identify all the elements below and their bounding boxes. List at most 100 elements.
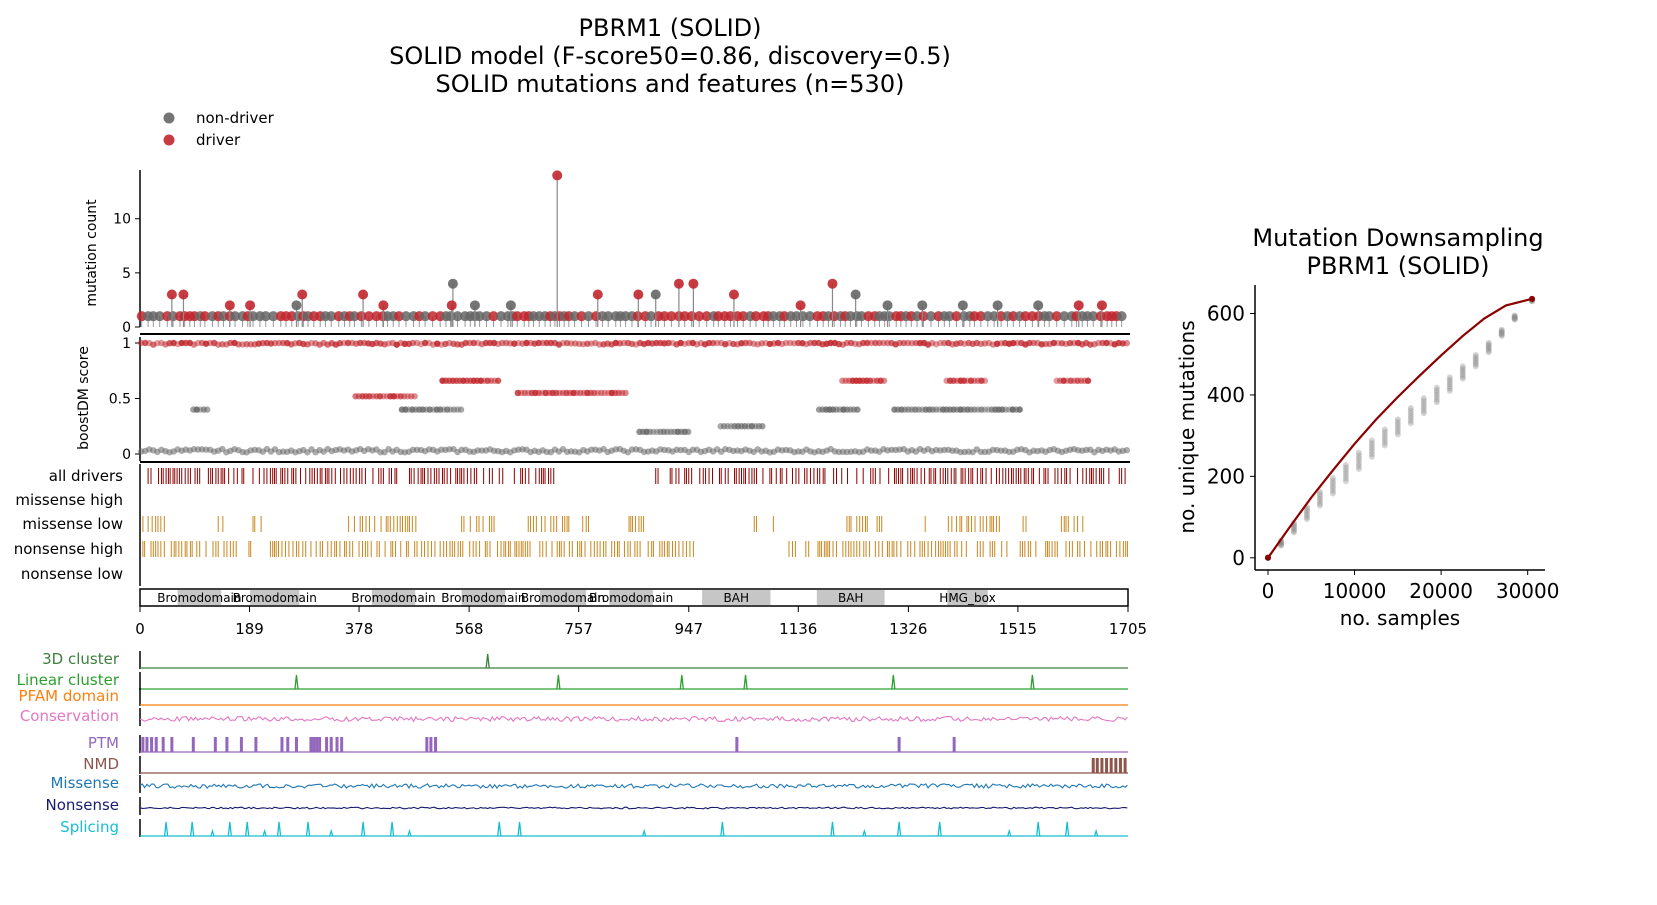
- boostdm-point: [170, 339, 177, 347]
- lollipop-marker: [673, 278, 684, 289]
- lollipop-marker: [326, 311, 337, 322]
- lollipop-marker: [701, 311, 712, 322]
- consequence-tracks: all drivers missense high missense low nons…: [14, 464, 1128, 586]
- boostdm-point: [142, 339, 149, 347]
- downsampling-sample-point: [1368, 437, 1375, 444]
- lollipop-ylabel: mutation count: [84, 199, 100, 307]
- boostdm-point: [978, 406, 985, 413]
- lollipop-marker: [750, 311, 761, 322]
- boostdm-point: [514, 389, 522, 397]
- downsampling-sample-point: [1498, 328, 1505, 335]
- lollipop-marker: [446, 300, 457, 311]
- lollipop-marker: [154, 311, 165, 322]
- downsampling-sample-point: [1433, 396, 1440, 403]
- lollipop-marker: [552, 170, 563, 181]
- boostdm-point: [409, 339, 417, 347]
- boostdm-point: [193, 406, 200, 413]
- lollipop-marker: [358, 289, 369, 300]
- legend-non-driver-marker: [163, 112, 175, 124]
- lollipop-marker: [804, 311, 815, 322]
- downsampling-sample-point: [1420, 402, 1427, 409]
- feature-bar: [335, 737, 339, 752]
- downsampling-sample-point: [1316, 491, 1323, 498]
- downsampling-sample-point: [1433, 384, 1440, 391]
- feature-bar: [1123, 758, 1127, 773]
- downsampling-sample-point: [1355, 457, 1362, 464]
- lollipop-marker: [666, 311, 677, 322]
- lollipop-marker: [427, 311, 438, 322]
- downsampling-sample-point: [1394, 421, 1401, 428]
- lollipop-marker: [166, 289, 177, 300]
- downsampling-title-2: PBRM1 (SOLID): [1307, 252, 1490, 280]
- downsampling-sample-point: [1472, 352, 1479, 359]
- feature-spike: [294, 674, 299, 690]
- lollipop-marker: [659, 311, 670, 322]
- downsampling-sample-point: [1459, 363, 1466, 370]
- boostdm-point: [928, 339, 936, 347]
- lollipop-marker: [447, 278, 458, 289]
- lollipop-marker: [260, 311, 271, 322]
- feature-track-label: PFAM domain: [19, 687, 119, 705]
- boostdm-point: [494, 377, 502, 384]
- feature-spike: [245, 821, 250, 837]
- downsampling-sample-point: [1342, 467, 1349, 474]
- downsampling-sample-point: [1446, 381, 1453, 388]
- feature-spike: [407, 828, 412, 837]
- lollipop-marker: [199, 311, 210, 322]
- title-line-3: SOLID mutations and features (n=530): [436, 70, 905, 98]
- lollipop-marker: [850, 289, 861, 300]
- feature-bar: [329, 737, 333, 752]
- feature-bar: [145, 737, 149, 752]
- lollipop-marker: [795, 300, 806, 311]
- downsampling-sample-point: [1407, 420, 1414, 427]
- downsampling-sample-point: [1407, 404, 1414, 411]
- lollipop-marker: [918, 311, 929, 322]
- lollipop-marker: [569, 311, 580, 322]
- boostdm-point: [190, 341, 198, 348]
- lollipop-marker: [951, 311, 962, 322]
- downsampling-sample-point: [1303, 516, 1310, 523]
- downsampling-sample-point: [1433, 387, 1440, 394]
- downsampling-sample-point: [1342, 461, 1349, 468]
- lollipop-marker: [688, 278, 699, 289]
- boostdm-point: [854, 406, 861, 413]
- lollipop-marker: [1020, 311, 1031, 322]
- downsampling-sample-point: [1303, 505, 1310, 512]
- downsampling-sample-point: [1485, 342, 1492, 349]
- boostdm-point: [622, 389, 629, 397]
- feature-bar: [1109, 758, 1113, 773]
- lollipop-marker: [646, 311, 657, 322]
- feature-spike: [679, 674, 684, 690]
- downsampling-sample-point: [1368, 442, 1375, 449]
- downsampling-sample-point: [1303, 510, 1310, 516]
- downsampling-sample-point: [1290, 527, 1297, 534]
- downsampling-sample-point: [1381, 426, 1388, 433]
- lollipop-marker: [230, 311, 241, 322]
- feature-bar: [309, 737, 313, 752]
- boostdm-point: [960, 377, 968, 384]
- feature-bar: [425, 737, 429, 752]
- consequence-row-label: missense high: [15, 491, 123, 509]
- feature-spike: [485, 653, 490, 669]
- downsampling-ytick-label: 200: [1207, 464, 1245, 488]
- downsampling-sample-point: [1472, 361, 1479, 368]
- lollipop-marker: [496, 311, 507, 322]
- position-tick-label: 1136: [779, 620, 817, 638]
- downsampling-sample-point: [1394, 423, 1401, 430]
- boostdm-point: [1123, 339, 1131, 347]
- downsampling-sample-point: [1459, 373, 1466, 380]
- downsampling-sample-point: [1446, 376, 1453, 383]
- domain-block: [250, 590, 300, 605]
- downsampling-sample-point: [1303, 512, 1310, 519]
- domain-block: [947, 590, 988, 605]
- downsampling-sample-point: [1355, 463, 1362, 470]
- downsampling-sample-point: [1407, 415, 1414, 422]
- boostdm-point: [880, 377, 888, 384]
- downsampling-sample-point: [1459, 369, 1466, 376]
- lollipop-marker: [349, 311, 360, 322]
- lollipop-ytick-label: 5: [122, 266, 131, 282]
- lollipop-marker: [291, 300, 302, 311]
- feature-spike: [1036, 821, 1041, 837]
- feature-bar: [154, 737, 158, 752]
- feature-spike: [1030, 674, 1035, 690]
